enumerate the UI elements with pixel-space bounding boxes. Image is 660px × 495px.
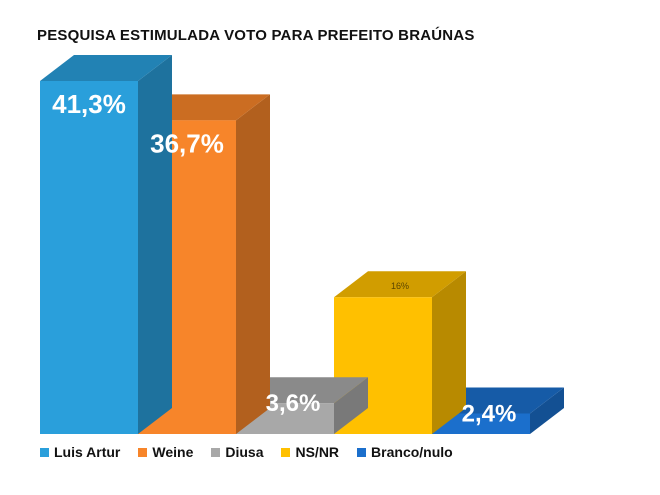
legend-swatch: [40, 447, 49, 457]
bar-top-3: [334, 271, 466, 298]
legend-label: Weine: [152, 444, 194, 460]
bar-4: [432, 413, 530, 434]
bar-side-4: [530, 387, 564, 434]
legend-item: NS/NR: [281, 444, 339, 460]
bar-side-2: [334, 377, 368, 434]
legend-label: NS/NR: [295, 444, 340, 460]
legend-item: Weine: [138, 444, 193, 460]
legend-swatch: [138, 447, 148, 457]
bar-0: [40, 81, 138, 434]
legend-swatch: [281, 447, 291, 457]
data-label-2: 3,6%: [266, 390, 321, 417]
data-label-0: 41,3%: [52, 89, 126, 119]
bar-side-1: [236, 94, 270, 434]
legend-label: Luis Artur: [54, 444, 121, 460]
chart-legend: Luis Artur Weine Diusa NS/NR Branco/nulo: [40, 444, 471, 460]
bar-side-3: [432, 271, 466, 434]
legend-label: Branco/nulo: [371, 444, 453, 460]
data-label-1: 36,7%: [150, 128, 224, 158]
bar-side-0: [138, 55, 172, 434]
chart-title: PESQUISA ESTIMULADA VOTO PARA PREFEITO B…: [37, 27, 475, 44]
legend-item: Luis Artur: [40, 444, 120, 460]
legend-label: Diusa: [225, 444, 264, 460]
data-label-4: 2,4%: [462, 400, 517, 427]
legend-swatch: [211, 447, 221, 457]
legend-item: Diusa: [211, 444, 263, 460]
bar-top-0: [40, 55, 172, 81]
data-label-3: 16%: [391, 281, 409, 291]
legend-item: Branco/nulo: [357, 444, 453, 460]
legend-swatch: [357, 447, 367, 457]
